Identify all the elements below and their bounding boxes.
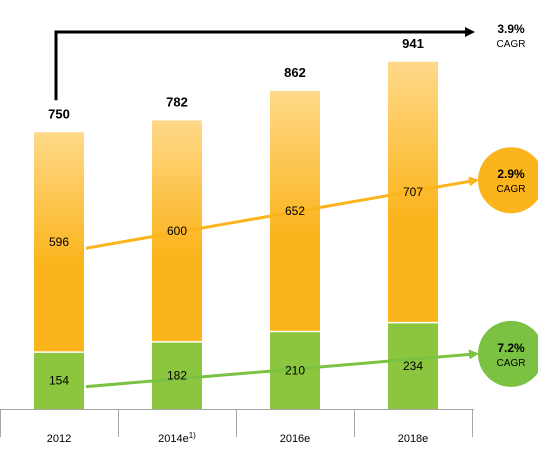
cagr-value: 7.2%: [497, 341, 525, 355]
x-tick-text: 2012: [47, 433, 71, 445]
data-label-green: 234: [403, 359, 423, 373]
cagr-label: CAGR: [497, 358, 526, 369]
data-label-green: 210: [285, 363, 305, 377]
x-tick-label: 2016e: [280, 433, 311, 445]
x-tick-label: 2018e: [398, 433, 429, 445]
total-label: 782: [166, 94, 188, 109]
cagr-arrow: [85, 349, 479, 389]
cagr-label: CAGR: [497, 39, 526, 50]
total-label: 862: [284, 65, 306, 80]
x-tick-text: 2014e: [158, 433, 189, 445]
total-label-background: [398, 34, 428, 52]
x-tick-footnote: 1): [189, 431, 196, 440]
bar-segment-green: [152, 341, 202, 409]
data-label-orange: 707: [403, 185, 423, 199]
cagr-value: 2.9%: [497, 167, 525, 181]
cagr-circle: [478, 320, 538, 387]
x-tick-label: 2014e1): [158, 431, 196, 445]
cagr-arrow-total: [54, 27, 475, 101]
x-tick-text: 2018e: [398, 433, 429, 445]
x-tick-text: 2016e: [280, 433, 311, 445]
bar-segment-green: [34, 352, 84, 409]
cagr-value: 3.9%: [497, 22, 525, 36]
cagr-arrow: [85, 176, 479, 250]
total-label: 941: [402, 36, 424, 51]
data-label-orange: 652: [285, 204, 305, 218]
x-tick-label: 2012: [47, 433, 71, 445]
data-label-green: 154: [49, 374, 69, 388]
cagr-circle: [478, 147, 538, 214]
bar-segment-green: [388, 322, 438, 409]
total-label: 750: [48, 106, 70, 121]
data-label-orange: 596: [49, 235, 69, 249]
cagr-label: CAGR: [497, 184, 526, 195]
data-label-orange: 600: [167, 224, 187, 238]
bar-segment-orange: [34, 132, 84, 353]
data-label-green: 182: [167, 368, 187, 382]
